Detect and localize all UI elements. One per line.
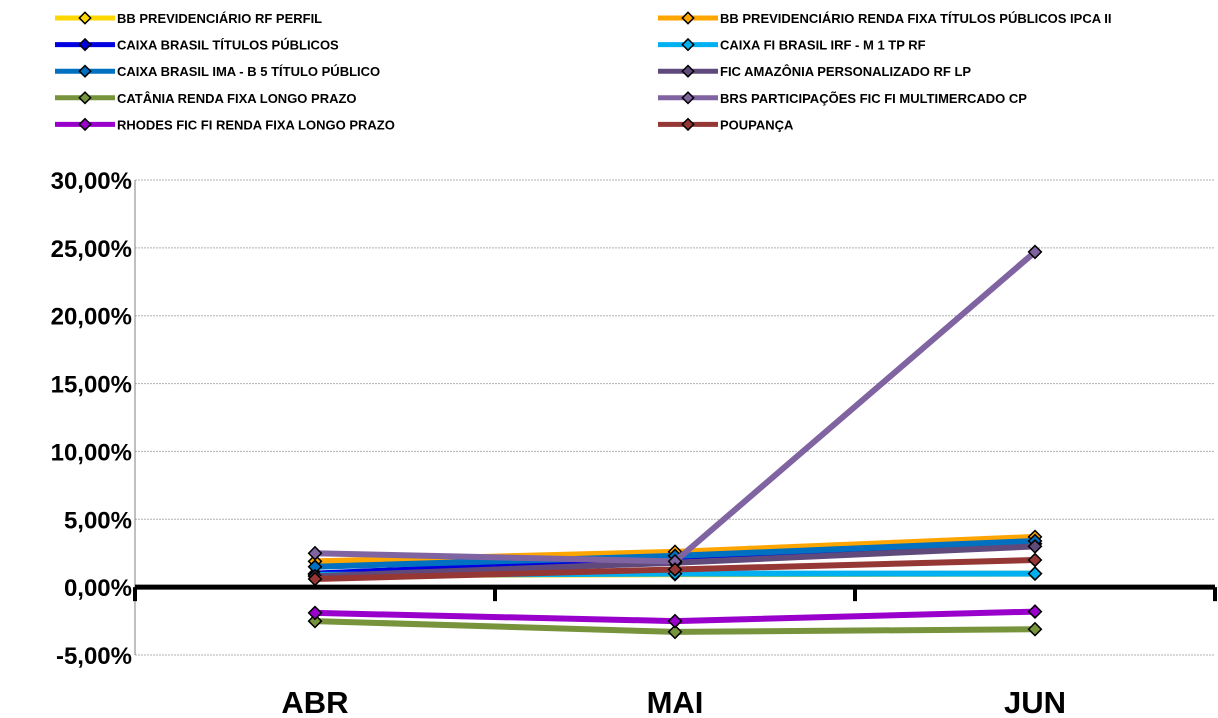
data-point-marker bbox=[307, 571, 323, 587]
x-tick-label: MAI bbox=[647, 685, 704, 718]
legend-label: RHODES FIC FI RENDA FIXA LONGO PRAZO bbox=[117, 117, 395, 132]
legend-label: CAIXA BRASIL IMA - B 5 TÍTULO PÚBLICO bbox=[117, 64, 380, 79]
legend-item: CAIXA FI BRASIL IRF - M 1 TP RF bbox=[658, 38, 926, 53]
series-lines bbox=[307, 244, 1043, 640]
data-point-marker bbox=[307, 559, 323, 575]
y-tick-label: 10,00% bbox=[51, 439, 132, 466]
x-axis: ABR MAI JUN bbox=[133, 584, 1217, 718]
data-point-marker bbox=[307, 545, 323, 561]
y-tick-label: -5,00% bbox=[56, 643, 132, 670]
legend-item: BRS PARTICIPAÇÕES FIC FI MULTIMERCADO CP bbox=[658, 91, 1027, 106]
data-point-marker bbox=[667, 553, 683, 569]
data-point-marker bbox=[1027, 552, 1043, 568]
legend-label: POUPANÇA bbox=[720, 117, 794, 132]
legend-marker bbox=[78, 117, 92, 132]
legend-item: POUPANÇA bbox=[658, 117, 794, 132]
legend-marker bbox=[681, 37, 695, 52]
y-tick-label: 0,00% bbox=[64, 575, 132, 602]
legend-label: CATÂNIA RENDA FIXA LONGO PRAZO bbox=[117, 91, 357, 106]
y-axis: -5,00% 0,00% 5,00% 10,00% 15,00% 20,00% 25,00%… bbox=[51, 168, 136, 670]
data-point-marker bbox=[1027, 621, 1043, 637]
legend-item: FIC AMAZÔNIA PERSONALIZADO RF LP bbox=[658, 64, 971, 79]
data-point-marker bbox=[307, 613, 323, 629]
grid-lines bbox=[135, 179, 1215, 656]
legend: BB PREVIDENCIÁRIO RF PERFIL BB PREVIDENCI… bbox=[55, 11, 1111, 132]
legend-label: CAIXA FI BRASIL IRF - M 1 TP RF bbox=[720, 38, 926, 53]
legend-marker bbox=[78, 91, 92, 105]
y-tick-label: 15,00% bbox=[51, 372, 132, 399]
series-line bbox=[312, 248, 1038, 565]
legend-label: BB PREVIDENCIÁRIO RF PERFIL bbox=[117, 11, 322, 26]
data-point-marker bbox=[1027, 566, 1043, 581]
legend-marker bbox=[78, 11, 92, 25]
series bbox=[307, 613, 1043, 640]
y-tick-label: 30,00% bbox=[51, 168, 132, 195]
data-point-marker bbox=[307, 605, 323, 621]
y-tick-label: 5,00% bbox=[64, 507, 132, 534]
legend-item: BB PREVIDENCIÁRIO RENDA FIXA TÍTULOS PÚB… bbox=[658, 11, 1111, 26]
legend-marker bbox=[78, 64, 92, 78]
series bbox=[307, 604, 1043, 629]
legend-marker bbox=[681, 11, 695, 25]
y-tick-label: 25,00% bbox=[51, 236, 132, 263]
legend-item: CAIXA BRASIL IMA - B 5 TÍTULO PÚBLICO bbox=[55, 64, 380, 79]
x-tick-label: JUN bbox=[1004, 685, 1066, 718]
legend-marker bbox=[681, 91, 695, 105]
legend-label: BB PREVIDENCIÁRIO RENDA FIXA TÍTULOS PÚB… bbox=[720, 11, 1111, 26]
legend-item: CATÂNIA RENDA FIXA LONGO PRAZO bbox=[55, 91, 357, 106]
data-point-marker bbox=[1027, 539, 1043, 554]
legend-item: BB PREVIDENCIÁRIO RF PERFIL bbox=[55, 11, 322, 26]
series bbox=[307, 552, 1043, 587]
legend-label: BRS PARTICIPAÇÕES FIC FI MULTIMERCADO CP bbox=[720, 91, 1027, 106]
data-point-marker bbox=[667, 562, 683, 577]
legend-label: CAIXA BRASIL TÍTULOS PÚBLICOS bbox=[117, 38, 339, 53]
data-point-marker bbox=[1027, 244, 1043, 260]
legend-item: CAIXA BRASIL TÍTULOS PÚBLICOS bbox=[55, 38, 339, 53]
legend-item: RHODES FIC FI RENDA FIXA LONGO PRAZO bbox=[55, 117, 395, 132]
data-point-marker bbox=[667, 624, 683, 640]
y-tick-label: 20,00% bbox=[51, 304, 132, 331]
x-tick-label: ABR bbox=[281, 685, 348, 718]
legend-label: FIC AMAZÔNIA PERSONALIZADO RF LP bbox=[720, 64, 971, 79]
legend-marker bbox=[78, 37, 92, 52]
data-point-marker bbox=[667, 613, 683, 629]
data-point-marker bbox=[1027, 604, 1043, 619]
legend-marker bbox=[681, 64, 695, 78]
series bbox=[307, 244, 1043, 569]
legend-marker bbox=[681, 117, 695, 132]
